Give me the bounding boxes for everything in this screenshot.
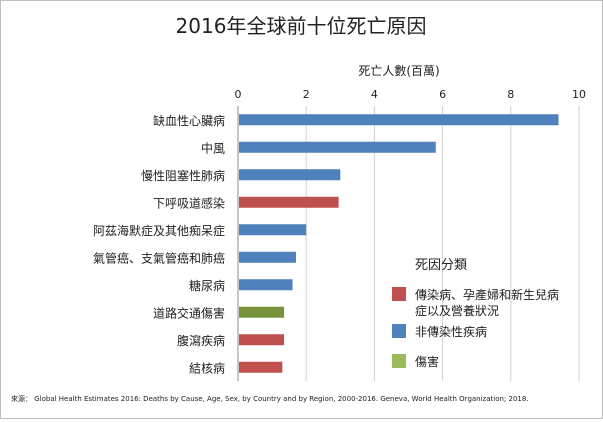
legend-label: 症以及營養狀況	[415, 303, 499, 318]
bar	[239, 196, 339, 208]
bar	[239, 279, 293, 291]
bar	[239, 114, 559, 126]
category-label: 缺血性心臟病	[153, 113, 225, 128]
legend-label: 非傳染性疾病	[415, 324, 487, 339]
category-label: 氣管癌、支氣管癌和肺癌	[93, 250, 225, 265]
x-tick-label: 0	[235, 88, 242, 101]
category-label: 腹瀉疾病	[177, 333, 225, 348]
category-labels: 缺血性心臟病中風慢性阻塞性肺病下呼吸道感染阿茲海默症及其他痴呆症氣管癌、支氣管癌…	[93, 113, 225, 376]
category-label: 下呼吸道感染	[153, 195, 225, 210]
x-tick-label: 2	[303, 88, 310, 101]
x-tick-label: 8	[507, 88, 514, 101]
legend-swatch	[392, 354, 406, 368]
bars	[239, 114, 559, 373]
bar	[239, 334, 285, 346]
source-note: 來源： Global Health Estimates 2016: Deaths…	[11, 394, 529, 403]
bar	[239, 306, 285, 318]
x-axis-label: 死亡人數(百萬)	[358, 64, 439, 78]
category-label: 慢性阻塞性肺病	[141, 168, 225, 183]
legend-title: 死因分類	[415, 258, 467, 273]
bar	[239, 251, 296, 263]
x-tick-label: 10	[572, 88, 586, 101]
x-tick-labels: 0 2 4 6 8 10	[235, 88, 587, 101]
category-label: 道路交通傷害	[153, 305, 225, 320]
x-tick-label: 4	[371, 88, 378, 101]
bar	[239, 224, 307, 236]
bar	[239, 141, 436, 153]
bar	[239, 361, 283, 373]
legend-label: 傳染病、孕產婦和新生兒病	[415, 287, 559, 302]
category-label: 阿茲海默症及其他痴呆症	[93, 223, 225, 238]
category-label: 糖尿病	[189, 278, 225, 293]
x-tick-label: 6	[439, 88, 446, 101]
category-label: 結核病	[189, 360, 225, 375]
chart-title: 2016年全球前十位死亡原因	[176, 14, 427, 38]
legend-label: 傷害	[415, 354, 439, 369]
legend-swatch	[392, 287, 406, 301]
category-label: 中風	[201, 140, 225, 155]
legend-swatch	[392, 324, 406, 338]
bar	[239, 169, 341, 181]
